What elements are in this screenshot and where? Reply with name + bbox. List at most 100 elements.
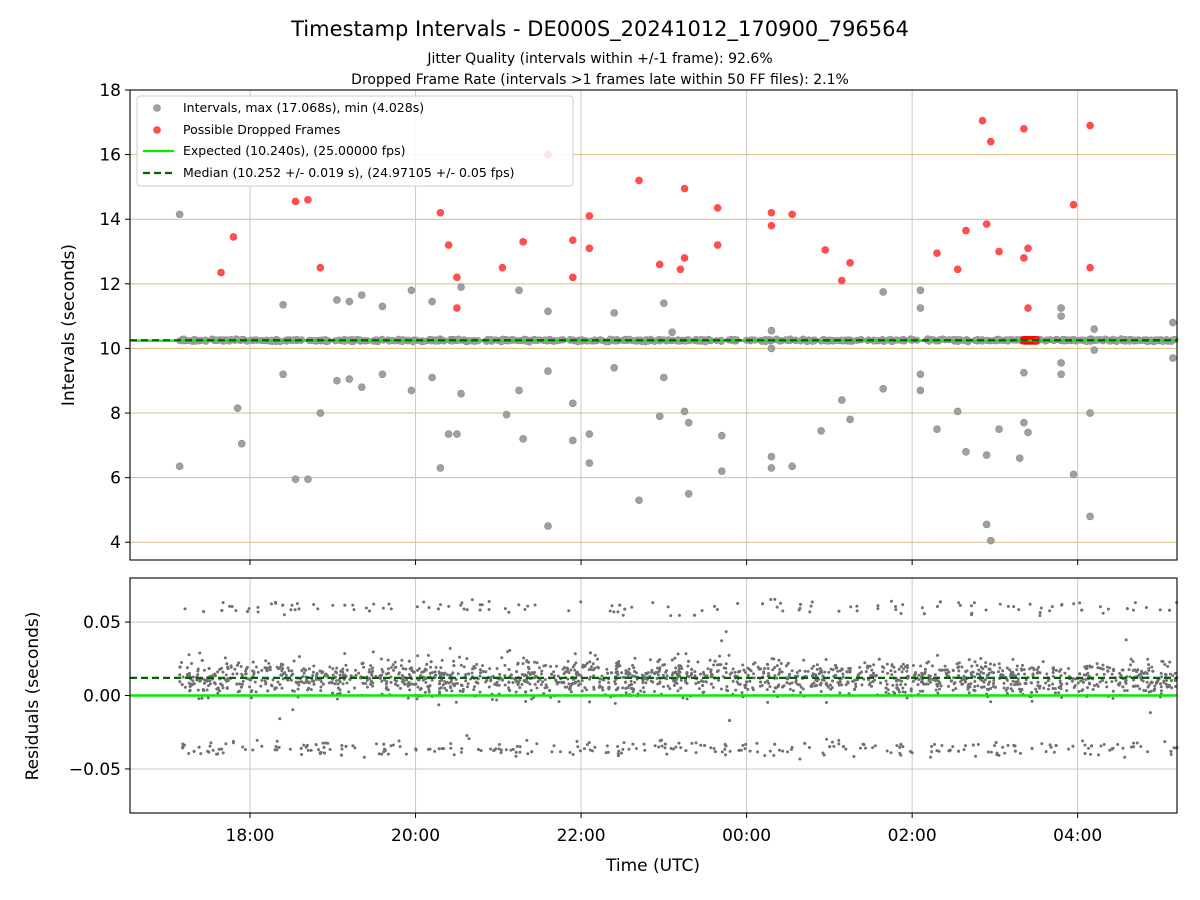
residual-point	[278, 717, 282, 721]
residual-point	[1038, 671, 1042, 675]
interval-point	[333, 296, 341, 304]
residual-point	[518, 686, 522, 690]
residual-point	[856, 673, 860, 677]
interval-point	[660, 373, 668, 382]
residual-point	[386, 752, 390, 756]
residual-point	[812, 681, 816, 685]
residual-point	[892, 690, 896, 694]
residual-point	[767, 681, 771, 685]
residual-point	[295, 602, 299, 606]
residual-point	[402, 679, 406, 683]
x-tick-label: 00:00	[722, 826, 771, 846]
residual-point	[939, 684, 943, 688]
residual-point	[394, 665, 398, 669]
residual-point	[822, 753, 826, 757]
intervals-y-tick-label: 6	[110, 469, 121, 489]
residual-point	[178, 680, 182, 684]
residual-point	[387, 602, 391, 606]
residual-point	[1039, 606, 1043, 610]
residual-point	[199, 752, 203, 756]
residual-point	[449, 746, 453, 750]
residual-point	[618, 603, 622, 607]
residual-point	[848, 670, 852, 674]
residual-point	[634, 671, 638, 675]
residual-point	[424, 681, 428, 685]
residual-point	[516, 683, 520, 687]
interval-point	[357, 291, 366, 299]
residual-point	[221, 686, 225, 690]
residual-point	[927, 674, 931, 678]
residual-point	[228, 604, 232, 608]
residual-point	[443, 686, 447, 690]
residual-point	[694, 682, 698, 686]
residual-point	[988, 662, 992, 666]
residual-point	[768, 749, 772, 753]
residual-point	[916, 683, 920, 687]
residual-point	[854, 685, 858, 689]
residual-point	[437, 703, 441, 707]
residual-point	[1163, 740, 1167, 744]
interval-point	[175, 210, 184, 219]
residual-point	[478, 668, 482, 672]
residual-point	[438, 671, 442, 675]
residual-point	[280, 669, 284, 673]
residual-point	[940, 743, 944, 747]
residual-point	[929, 755, 933, 759]
residual-point	[309, 748, 313, 752]
residual-point	[416, 685, 420, 689]
residual-point	[1009, 682, 1013, 686]
residual-point	[923, 667, 927, 671]
residual-point	[746, 673, 750, 677]
residual-point	[251, 660, 255, 664]
residual-point	[522, 679, 526, 683]
residual-point	[1051, 687, 1055, 691]
residual-point	[365, 685, 369, 689]
residual-point	[1105, 665, 1109, 669]
residual-point	[462, 665, 466, 669]
residual-point	[901, 603, 905, 607]
residual-point	[412, 683, 416, 687]
residual-point	[791, 689, 795, 693]
residual-point	[314, 743, 318, 747]
dropped-frame-point	[585, 212, 594, 220]
residual-point	[649, 679, 653, 683]
residual-point	[685, 671, 689, 675]
residual-point	[497, 747, 501, 751]
residual-point	[514, 690, 518, 694]
residual-point	[855, 609, 859, 613]
residual-point	[1020, 688, 1024, 692]
residual-point	[430, 678, 434, 682]
residual-point	[937, 687, 941, 691]
residual-point	[863, 746, 867, 750]
residual-point	[473, 666, 477, 670]
residual-point	[434, 673, 438, 677]
residual-point	[697, 687, 701, 691]
residual-point	[967, 691, 971, 695]
residual-point	[709, 672, 713, 676]
residual-point	[681, 696, 685, 700]
residual-point	[343, 652, 347, 656]
residual-point	[596, 657, 600, 661]
residual-point	[530, 750, 534, 754]
residual-point	[299, 746, 303, 750]
residual-point	[306, 748, 310, 752]
residual-point	[192, 749, 196, 753]
residual-point	[1172, 746, 1176, 750]
residual-point	[349, 674, 353, 678]
residual-point	[901, 745, 905, 749]
residual-point	[587, 740, 591, 744]
residual-point	[300, 669, 304, 673]
residual-point	[213, 682, 217, 686]
residual-point	[1006, 604, 1010, 608]
residual-point	[407, 659, 411, 663]
residual-point	[933, 742, 937, 746]
interval-point	[544, 522, 552, 530]
interval-point	[428, 297, 436, 306]
residual-point	[905, 696, 909, 700]
residual-point	[600, 686, 604, 690]
residual-point	[1132, 678, 1136, 682]
residual-point	[870, 684, 874, 688]
interval-point	[1057, 312, 1065, 320]
residual-point	[720, 750, 724, 754]
residual-point	[453, 682, 457, 686]
